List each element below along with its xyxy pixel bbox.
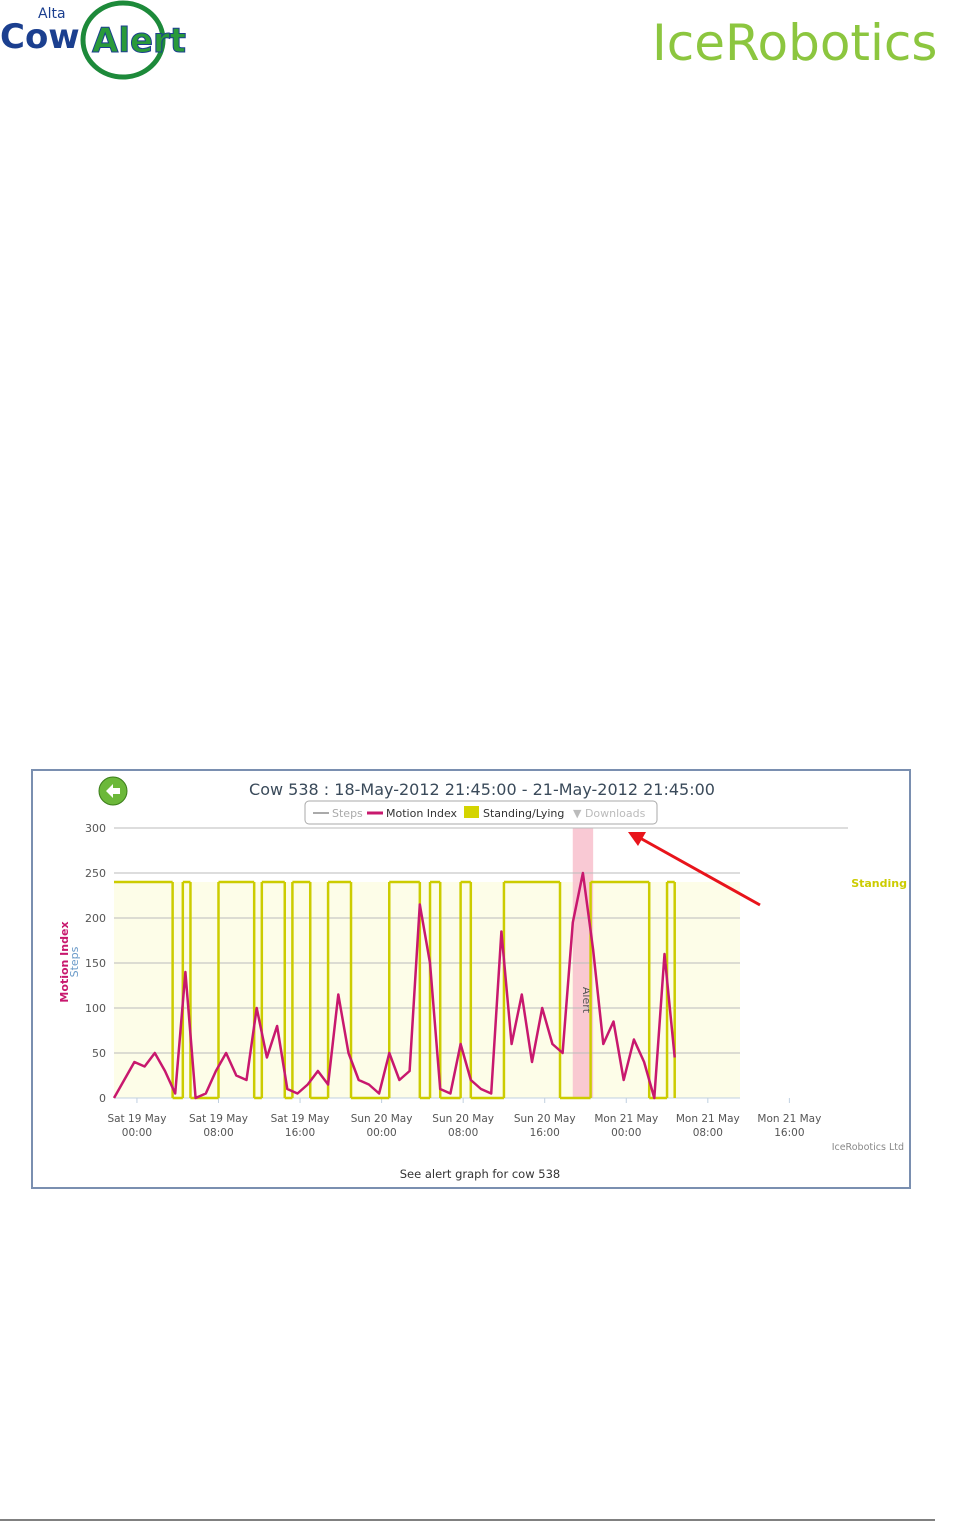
y-axis-title: Motion Index [58,921,71,1002]
y-tick-label: 0 [99,1092,106,1105]
caption: See alert graph for cow 538 [400,1167,560,1181]
pointer-arrow [639,836,761,907]
cowalert-logo: Alta Cow Alert [0,0,187,80]
downloads-menu[interactable]: ▼ Downloads [573,807,646,820]
chart-title: Cow 538 : 18-May-2012 21:45:00 - 21-May-… [249,780,715,799]
legend-swatch [464,806,479,818]
x-tick-label: Sat 19 May 08:00 [189,1113,248,1139]
x-tick-label: Sun 20 May 16:00 [514,1113,576,1139]
x-tick-label: Sun 20 May 08:00 [432,1113,494,1139]
legend-label: Standing/Lying [483,807,564,820]
logo-ring [80,0,166,80]
y-tick-label: 200 [85,912,106,925]
y-tick-label: 300 [85,822,106,835]
pointer-arrowhead [628,832,646,846]
x-tick-label: Mon 21 May 08:00 [676,1113,740,1139]
brand-cow: Cow [0,17,80,57]
y-tick-label: 100 [85,1002,106,1015]
brand-small: Alta [38,6,66,22]
legend-label: Steps [332,807,363,820]
state-label: Standing [851,877,907,890]
back-arrow-icon [106,784,120,798]
brand-alert: Alert [92,21,186,61]
credits: IceRobotics Ltd [832,1142,904,1153]
x-tick-label: Sat 19 May 16:00 [271,1113,330,1139]
y-axis-title-secondary: Steps [68,946,81,977]
y-tick-label: 150 [85,957,106,970]
x-tick-label: Mon 21 May 00:00 [594,1113,658,1139]
legend-box [304,800,658,825]
y-tick-label: 250 [85,867,106,880]
company-logo: IceRobotics [652,14,937,72]
motion-index-line [112,871,676,1100]
y-tick-label: 50 [92,1047,106,1060]
x-tick-label: Sat 19 May 00:00 [107,1113,166,1139]
legend-label: Motion Index [386,807,458,820]
x-tick-label: Mon 21 May 16:00 [757,1113,821,1139]
x-tick-label: Sun 20 May 00:00 [351,1113,413,1139]
